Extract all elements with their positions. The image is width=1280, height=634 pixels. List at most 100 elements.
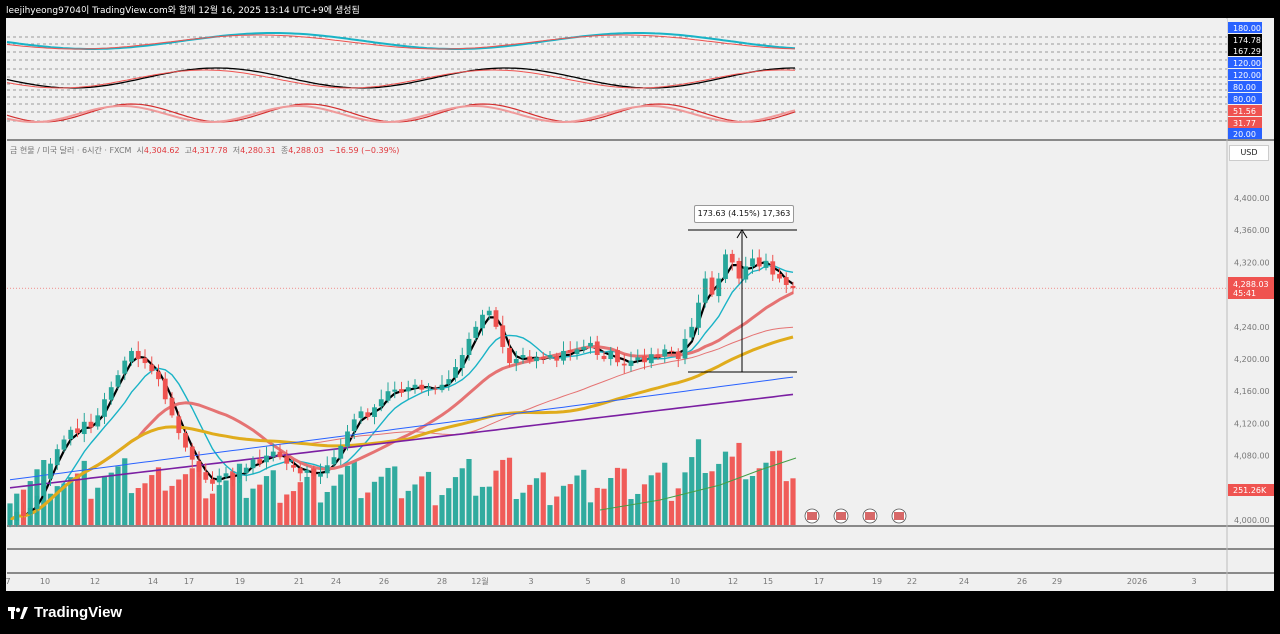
candle-body <box>324 465 330 474</box>
candle-body <box>189 446 195 460</box>
tradingview-logo-icon <box>8 606 28 619</box>
candle-body <box>500 325 506 347</box>
volume-bar <box>479 486 486 525</box>
osc3-signal-line <box>6 105 796 123</box>
volume-bar <box>567 484 573 525</box>
volume-bar <box>513 499 519 525</box>
volume-bar <box>736 442 742 525</box>
volume-bar <box>729 456 735 525</box>
candle-body <box>466 338 472 355</box>
ohlc-legend: 금 현물 / 미국 달러 · 6시간 · FXCM 시4,304.62 고4,3… <box>10 145 399 156</box>
candle-body <box>61 439 67 450</box>
ma-90-line <box>9 376 794 481</box>
volume-bar <box>297 482 303 525</box>
volume-bar <box>533 478 540 525</box>
candle-body <box>250 459 256 469</box>
candle-body <box>14 511 20 521</box>
volume-bar <box>608 478 614 525</box>
candle-body <box>743 266 749 280</box>
volume-bar <box>54 486 60 525</box>
osc2-line <box>6 67 795 89</box>
candle-body <box>763 260 769 268</box>
volume-bar <box>540 472 546 525</box>
x-tick-label: 5 <box>585 577 590 586</box>
x-tick-label: 24 <box>331 577 341 586</box>
volume-bar <box>182 474 189 525</box>
volume-bar <box>169 485 175 525</box>
volume-bar <box>398 498 405 525</box>
candle-body <box>486 310 492 316</box>
candle-body <box>574 349 580 355</box>
candle-body <box>520 355 526 359</box>
indicator-tag <box>1228 45 1262 56</box>
x-tick-label: 12 <box>90 577 100 586</box>
volume-bar <box>209 493 216 525</box>
volume-bar <box>682 472 688 525</box>
candle-body <box>183 433 188 448</box>
volume-bar <box>95 487 101 525</box>
candle-body <box>736 260 742 279</box>
candle-body <box>750 258 755 267</box>
volume-bar <box>628 499 634 525</box>
footer-bar <box>0 591 1280 634</box>
y-tick-label: 4,400.00 <box>1234 194 1270 203</box>
x-tick-label: 3 <box>528 577 533 586</box>
candle-body <box>277 451 283 458</box>
volume-bar <box>128 493 135 525</box>
volume-bar <box>621 468 627 525</box>
candle-body <box>81 421 87 435</box>
open-value: 4,304.62 <box>143 146 180 155</box>
volume-ma-line <box>599 457 797 511</box>
volume-bar <box>81 460 87 525</box>
us-flag-event-icon <box>836 512 846 520</box>
candle-body <box>27 507 33 515</box>
candle-body <box>628 360 634 366</box>
candle-body <box>135 350 141 360</box>
volume-bar <box>702 473 708 525</box>
low-value: 4,280.31 <box>240 146 276 155</box>
candle-body <box>540 356 546 360</box>
volume-bar <box>506 457 513 525</box>
candle-body <box>149 364 155 372</box>
candle-body <box>162 378 168 400</box>
x-tick-label: 26 <box>379 577 389 586</box>
candle-body <box>507 347 512 364</box>
volume-bar <box>88 498 94 525</box>
candle-body <box>115 375 121 387</box>
candle-body <box>682 338 688 359</box>
volume-bar <box>689 457 695 525</box>
candle-body <box>297 468 303 474</box>
indicator-tag-label: 174.78 <box>1233 36 1261 45</box>
candle-body <box>291 465 296 468</box>
volume-bar <box>304 476 310 525</box>
volume-bar <box>176 479 182 525</box>
volume-bar <box>581 469 587 525</box>
open-label: 시 <box>136 146 144 155</box>
candle-body <box>41 479 47 496</box>
x-tick-label: 26 <box>1017 577 1027 586</box>
candle-body <box>790 285 796 289</box>
volume-bar <box>250 488 256 525</box>
y-tick-label: 4,080.00 <box>1234 452 1270 461</box>
candle-body <box>635 357 641 361</box>
volume-bar <box>466 459 472 525</box>
volume-bar <box>358 498 364 525</box>
volume-bar <box>135 488 141 525</box>
symbol-label: 금 현물 / 미국 달러 · 6시간 · FXCM <box>10 146 132 155</box>
volume-bar <box>277 502 283 525</box>
x-tick-label: 17 <box>184 577 194 586</box>
indicator-tag <box>1228 93 1262 104</box>
currency-button[interactable]: USD <box>1229 145 1269 161</box>
volume-bar <box>203 498 209 525</box>
candle-body <box>669 350 674 352</box>
volume-bar <box>142 483 148 525</box>
volume-bar <box>189 468 195 525</box>
volume-bar <box>648 475 654 525</box>
candle-body <box>7 520 13 525</box>
candle-body <box>176 416 182 434</box>
candle-body <box>615 350 620 363</box>
volume-bar <box>270 470 276 525</box>
x-tick-label: 12 <box>728 577 738 586</box>
ma-140-line <box>9 393 794 489</box>
